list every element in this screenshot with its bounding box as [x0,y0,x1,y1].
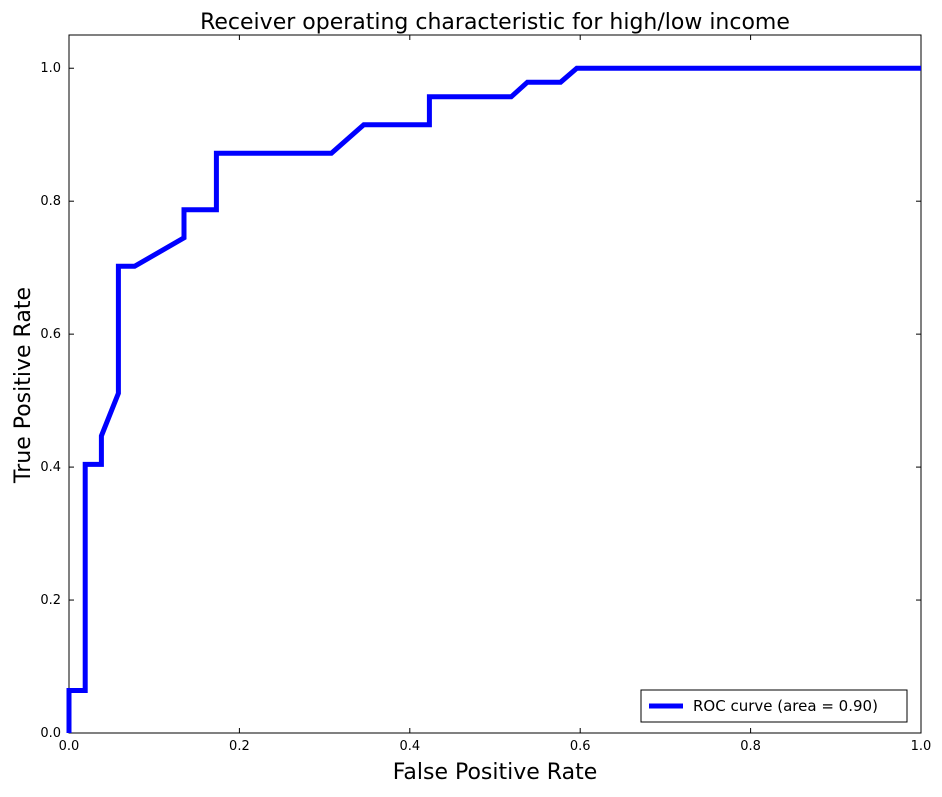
series-line-roc [66,65,921,733]
x-tick-label: 0.8 [740,739,761,754]
y-tick-label: 0.2 [40,593,61,608]
y-tick-label: 0.0 [40,726,61,741]
legend-label: ROC curve (area = 0.90) [693,697,878,715]
x-tick-label: 0.4 [399,739,420,754]
x-tick-label: 0.6 [570,739,591,754]
legend-box [640,689,908,723]
chart-title: Receiver operating characteristic for hi… [200,10,790,35]
y-tick-label: 0.6 [40,327,61,342]
y-tick-label: 0.8 [40,194,61,209]
y-tick-label: 0.4 [40,460,61,475]
x-tick-label: 0.2 [229,739,250,754]
x-tick-label: 0.0 [59,739,80,754]
y-tick-label: 1.0 [40,61,61,76]
x-tick-label: 1.0 [911,739,932,754]
plot-frame [68,34,922,734]
y-axis-label: True Positive Rate [11,287,36,484]
plot-area: 0.0 0.2 0.4 0.6 0.8 1.0 0.0 0.2 0.4 0.6 0.8 1.0 ROC … [40,34,932,754]
x-axis-label: False Positive Rate [393,760,597,785]
